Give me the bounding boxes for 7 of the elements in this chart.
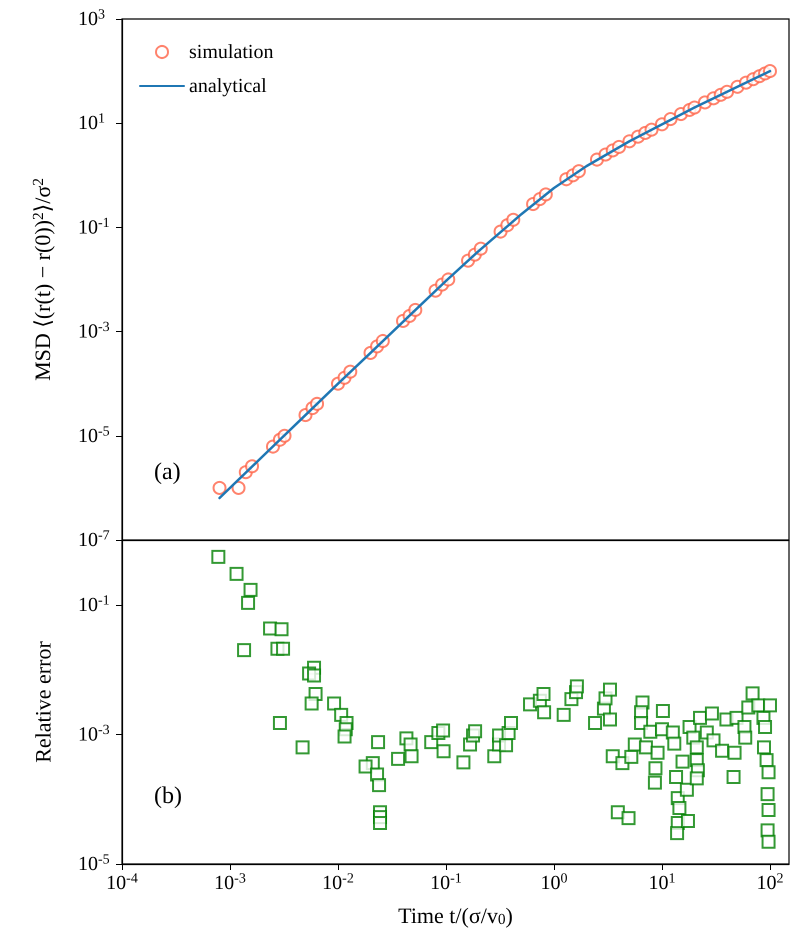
x-axis-title: Time t/(σ/v0) [398, 903, 513, 928]
y-axis-title: MSD ⟨(r(t) − r(0))2⟩/σ2 [30, 178, 55, 381]
annotation: (a) [154, 459, 181, 485]
y-axis-title: Relative error [30, 640, 56, 763]
legend-label: simulation [189, 41, 274, 63]
legend-label: analytical [189, 75, 268, 97]
annotation: (b) [154, 783, 182, 809]
